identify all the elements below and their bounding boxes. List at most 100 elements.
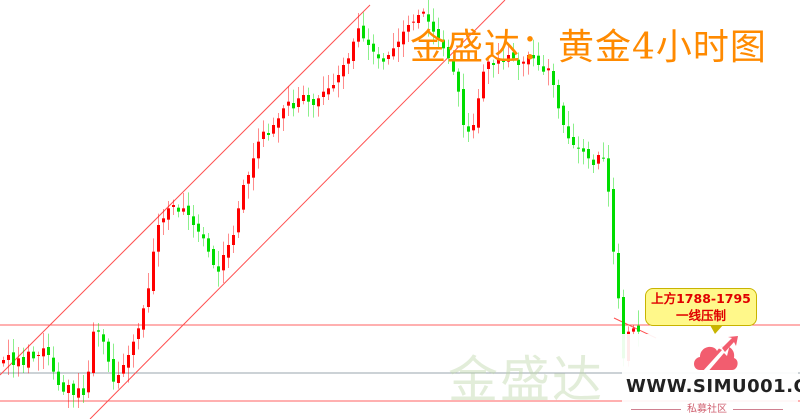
- candle: [542, 55, 545, 75]
- candle: [162, 209, 165, 235]
- candle: [287, 86, 290, 116]
- resistance-callout: 上方1788-1795 一线压制: [645, 288, 757, 334]
- candle-body: [277, 118, 280, 128]
- candle-body: [82, 388, 85, 395]
- candle-body: [382, 58, 385, 62]
- candle: [547, 59, 550, 86]
- candle: [282, 105, 285, 131]
- candle-body: [292, 103, 295, 109]
- candle: [532, 39, 535, 67]
- candle-body: [37, 355, 40, 356]
- candle: [617, 243, 620, 309]
- candle: [182, 193, 185, 215]
- candle: [202, 227, 205, 247]
- candle-body: [237, 208, 240, 233]
- candles-group: [2, 0, 640, 408]
- candle-body: [542, 66, 545, 72]
- candle-body: [522, 61, 525, 64]
- candle: [322, 76, 325, 105]
- candle: [57, 362, 60, 391]
- candle-body: [502, 61, 505, 62]
- candle-body: [247, 175, 250, 184]
- candle-body: [612, 189, 615, 252]
- candle: [2, 356, 5, 367]
- candle: [572, 123, 575, 149]
- candle-body: [412, 21, 415, 23]
- candle-body: [307, 95, 310, 102]
- candle-body: [47, 347, 50, 355]
- candle: [77, 373, 80, 408]
- candle: [262, 120, 265, 147]
- candle: [522, 56, 525, 77]
- candle: [292, 89, 295, 117]
- candle-body: [367, 39, 370, 45]
- candle-body: [92, 331, 95, 373]
- candle: [17, 347, 20, 377]
- candle: [167, 201, 170, 230]
- candle: [342, 57, 345, 89]
- candle-body: [17, 358, 20, 367]
- candle-body: [137, 328, 140, 339]
- candle: [432, 8, 435, 45]
- candle-body: [157, 225, 160, 252]
- candle: [207, 233, 210, 258]
- candle-body: [637, 325, 640, 332]
- candle: [577, 136, 580, 164]
- candle: [122, 353, 125, 377]
- candle: [22, 347, 25, 373]
- candle: [527, 51, 530, 75]
- candle: [132, 334, 135, 368]
- candle: [222, 241, 225, 283]
- candle-body: [102, 334, 105, 342]
- candle-body: [582, 148, 585, 152]
- candle-body: [72, 383, 75, 395]
- candle-body: [417, 15, 420, 23]
- candle-body: [202, 234, 205, 239]
- candle: [377, 47, 380, 69]
- candle-body: [537, 55, 540, 65]
- candle-body: [27, 351, 30, 368]
- watermark: 金盛达: [448, 351, 604, 409]
- candle: [97, 323, 100, 347]
- candle: [92, 322, 95, 377]
- candle-body: [257, 141, 260, 159]
- candle: [302, 85, 305, 105]
- candle-body: [492, 63, 495, 65]
- candle: [102, 329, 105, 355]
- candle-body: [272, 125, 275, 134]
- candle: [387, 51, 390, 65]
- candle: [142, 305, 145, 338]
- candle-body: [472, 125, 475, 131]
- candle: [612, 177, 615, 265]
- candle: [212, 245, 215, 269]
- candle: [42, 333, 45, 369]
- candle: [82, 375, 85, 403]
- candle: [382, 53, 385, 70]
- candle: [392, 33, 395, 60]
- candle: [347, 53, 350, 74]
- channel-lower-line: [89, 0, 506, 419]
- chart-title: 金盛达：黄金4小时图: [410, 27, 767, 68]
- candle-body: [242, 185, 245, 210]
- candle: [277, 113, 280, 143]
- candle-body: [77, 388, 80, 398]
- candle: [587, 141, 590, 169]
- candle-body: [497, 58, 500, 64]
- candle: [597, 151, 600, 170]
- candle-body: [187, 205, 190, 215]
- candle-body: [57, 371, 60, 385]
- candle-body: [232, 235, 235, 245]
- candle: [332, 73, 335, 92]
- candle: [217, 251, 220, 287]
- candle: [187, 192, 190, 230]
- candle-body: [122, 365, 125, 374]
- candle-body: [42, 348, 45, 357]
- candle-body: [192, 216, 195, 225]
- candle-body: [447, 47, 450, 59]
- candle: [72, 380, 75, 408]
- candle: [437, 17, 440, 49]
- candle-body: [622, 297, 625, 359]
- logo-subtitle: 私募社区: [622, 400, 792, 415]
- candle-body: [487, 61, 490, 69]
- candle-body: [347, 58, 350, 64]
